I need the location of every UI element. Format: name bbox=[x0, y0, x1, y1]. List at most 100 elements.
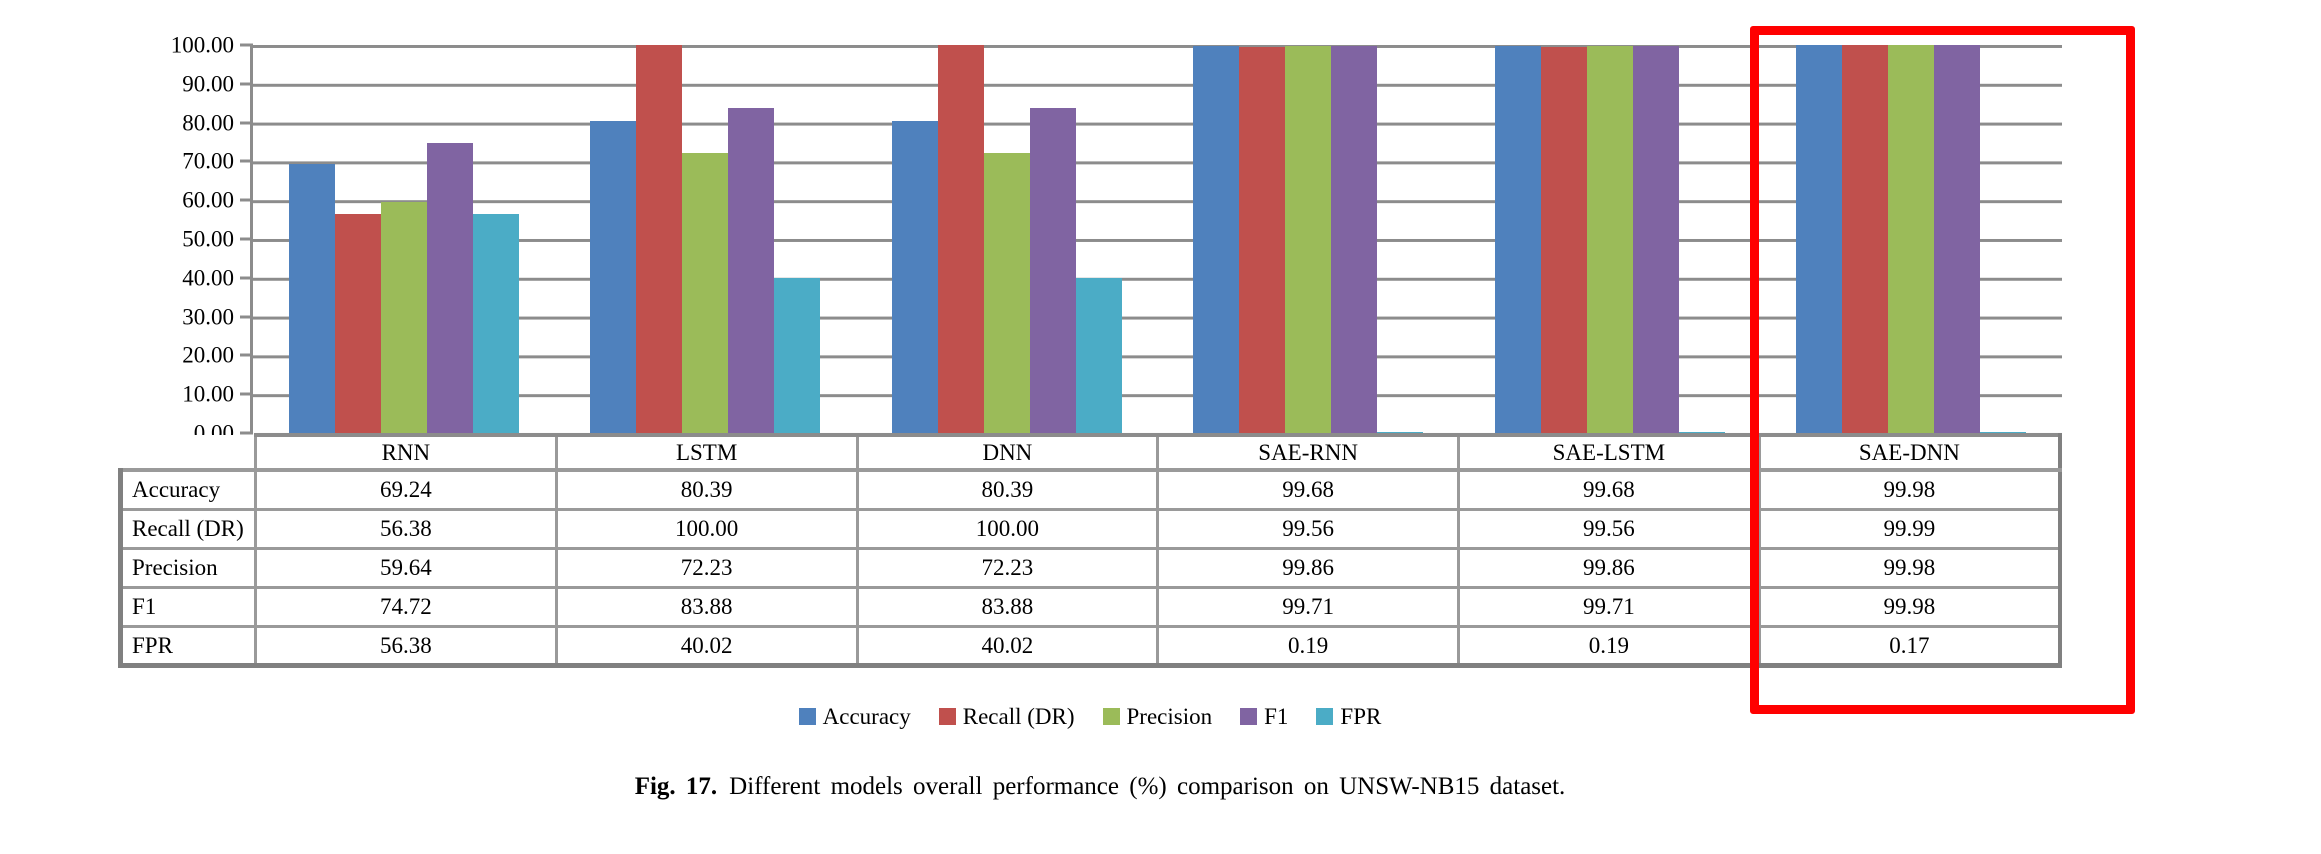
data-table: RNN LSTM DNN SAE-RNN SAE-LSTM SAE-DNN Ac… bbox=[118, 433, 2062, 668]
table-cell: 59.64 bbox=[254, 546, 558, 589]
bar-recall-dr bbox=[1239, 46, 1286, 433]
bar-fpr bbox=[1075, 277, 1122, 433]
table-row-label: Recall (DR) bbox=[118, 507, 257, 550]
table-cell: 99.56 bbox=[1156, 507, 1460, 550]
bar-f1 bbox=[1934, 45, 1981, 433]
table-cell: 99.86 bbox=[1457, 546, 1761, 589]
bar-precision bbox=[1285, 45, 1332, 433]
legend-item-recall-dr: Recall (DR) bbox=[938, 704, 1075, 729]
table-header-cell: SAE-LSTM bbox=[1457, 433, 1761, 472]
table-cell: 40.02 bbox=[554, 624, 859, 668]
legend-item-f1: F1 bbox=[1240, 705, 1288, 728]
bar-recall-dr bbox=[636, 45, 683, 433]
bar-f1 bbox=[426, 143, 473, 433]
bar-group-sae-dnn bbox=[1761, 45, 2063, 433]
table-cell: 80.39 bbox=[554, 468, 859, 511]
bar-recall-dr bbox=[937, 45, 984, 433]
tick-mark bbox=[240, 315, 253, 319]
table-row: Accuracy 69.24 80.39 80.39 99.68 99.68 9… bbox=[118, 468, 2062, 511]
table-row-label: F1 bbox=[118, 585, 257, 628]
table-cell: 0.19 bbox=[1457, 624, 1761, 668]
tick-mark bbox=[240, 82, 253, 86]
bar-group-sae-lstm bbox=[1459, 45, 1761, 433]
table-header-row: RNN LSTM DNN SAE-RNN SAE-LSTM SAE-DNN bbox=[120, 433, 2062, 472]
table-header-cell: SAE-DNN bbox=[1757, 433, 2062, 472]
y-axis-tick: 70.00 bbox=[182, 150, 253, 173]
y-axis-tick-label: 30.00 bbox=[182, 304, 234, 330]
table-cell: 99.99 bbox=[1757, 507, 2062, 550]
table-cell: 0.17 bbox=[1757, 624, 2062, 668]
figure-caption-text: Different models overall performance (%)… bbox=[729, 773, 1566, 800]
y-axis-tick: 20.00 bbox=[182, 344, 253, 367]
tick-mark bbox=[240, 159, 253, 163]
tick-mark bbox=[240, 198, 253, 202]
table-cell: 99.86 bbox=[1156, 546, 1460, 589]
tick-mark bbox=[240, 276, 253, 280]
bar-recall-dr bbox=[1842, 45, 1889, 433]
tick-mark bbox=[240, 237, 253, 241]
legend-swatch-f1 bbox=[1240, 708, 1258, 725]
y-axis-tick: 80.00 bbox=[182, 111, 253, 134]
bar-precision bbox=[380, 201, 427, 433]
table-cell: 0.19 bbox=[1156, 624, 1460, 668]
y-axis: 100.00 90.00 80.00 70.00 60.00 50.00 40.… bbox=[0, 34, 253, 445]
table-cell: 99.98 bbox=[1757, 468, 2062, 511]
y-axis-tick-label: 80.00 bbox=[182, 110, 234, 136]
bar-accuracy bbox=[1193, 46, 1240, 433]
y-axis-tick-label: 70.00 bbox=[182, 148, 234, 174]
table-header-cell: DNN bbox=[855, 433, 1160, 472]
figure-caption-label: Fig. 17. bbox=[634, 773, 718, 800]
table-cell: 69.24 bbox=[254, 468, 558, 511]
table-header-cell: SAE-RNN bbox=[1156, 433, 1460, 472]
y-axis-tick: 40.00 bbox=[182, 266, 253, 289]
y-axis-tick-label: 50.00 bbox=[182, 226, 234, 252]
y-axis-tick: 10.00 bbox=[182, 383, 253, 406]
table-cell: 83.88 bbox=[554, 585, 859, 628]
legend-item-fpr: FPR bbox=[1316, 705, 1381, 728]
y-axis-tick: 50.00 bbox=[182, 228, 253, 251]
y-axis-tick-label: 40.00 bbox=[182, 265, 234, 291]
bar-f1 bbox=[1331, 46, 1378, 433]
table-cell: 100.00 bbox=[554, 507, 859, 550]
y-axis-tick-label: 10.00 bbox=[182, 381, 234, 407]
table-row: FPR 56.38 40.02 40.02 0.19 0.19 0.17 bbox=[118, 624, 2062, 668]
tick-mark bbox=[240, 392, 253, 396]
tick-mark bbox=[240, 353, 253, 357]
table-cell: 99.98 bbox=[1757, 546, 2062, 589]
table-row: F1 74.72 83.88 83.88 99.71 99.71 99.98 bbox=[118, 585, 2062, 628]
table-row: Recall (DR) 56.38 100.00 100.00 99.56 99… bbox=[118, 507, 2062, 550]
legend-label: F1 bbox=[1264, 704, 1289, 729]
table-cell: 56.38 bbox=[254, 624, 558, 668]
bar-recall-dr bbox=[1540, 46, 1587, 433]
legend-label: Recall (DR) bbox=[962, 704, 1075, 729]
table-cell: 56.38 bbox=[254, 507, 558, 550]
y-axis-tick-label: 60.00 bbox=[182, 187, 234, 213]
y-axis-tick-label: 100.00 bbox=[170, 32, 234, 58]
table-cell: 99.71 bbox=[1156, 585, 1460, 628]
legend-swatch-accuracy bbox=[798, 708, 816, 725]
legend-item-accuracy: Accuracy bbox=[798, 705, 911, 728]
table-header-cell: RNN bbox=[254, 433, 558, 472]
table-cell: 40.02 bbox=[855, 624, 1160, 668]
bar-fpr bbox=[1678, 432, 1725, 433]
bar-fpr bbox=[1377, 432, 1424, 433]
y-axis-tick-label: 20.00 bbox=[182, 342, 234, 368]
bar-group-dnn bbox=[856, 45, 1158, 433]
table-cell: 74.72 bbox=[254, 585, 558, 628]
bar-group-sae-rnn bbox=[1158, 45, 1460, 433]
y-axis-tick: 90.00 bbox=[182, 72, 253, 95]
legend-swatch-fpr bbox=[1316, 708, 1334, 725]
bar-precision bbox=[682, 152, 729, 433]
bar-group-rnn bbox=[253, 45, 555, 433]
bar-f1 bbox=[1632, 46, 1679, 433]
bar-f1 bbox=[728, 107, 775, 433]
bar-accuracy bbox=[1796, 45, 1843, 433]
table-cell: 99.56 bbox=[1457, 507, 1761, 550]
figure-caption: Fig. 17. Different models overall perform… bbox=[0, 773, 2200, 801]
table-cell: 99.98 bbox=[1757, 585, 2062, 628]
y-axis-tick: 30.00 bbox=[182, 305, 253, 328]
y-axis-tick-label: 90.00 bbox=[182, 71, 234, 97]
legend-swatch-recall-dr bbox=[938, 708, 956, 725]
y-axis-tick: 100.00 bbox=[171, 34, 253, 57]
